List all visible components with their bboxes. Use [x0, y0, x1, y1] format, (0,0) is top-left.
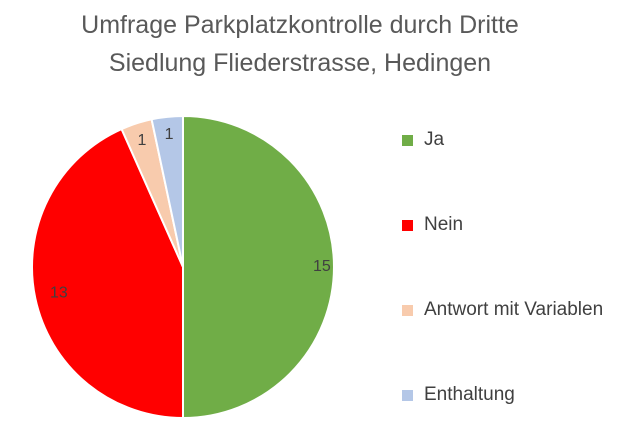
legend-swatch-ja	[402, 134, 413, 146]
legend-label-nein: Nein	[424, 214, 464, 235]
chart-subtitle: Siedlung Fliederstrasse, Hedingen	[108, 49, 492, 77]
data-label-ja: 15	[313, 258, 331, 275]
chart-title: Umfrage Parkplatzkontrolle durch Dritte	[81, 11, 519, 39]
data-label-enthaltung: 1	[165, 126, 174, 143]
legend-label-enthaltung: Enthaltung	[424, 384, 515, 405]
pie-slice-enthaltung	[150, 114, 184, 268]
legend-item-enthaltung: Enthaltung	[402, 383, 515, 407]
legend-item-antwort-mit-variablen: Antwort mit Variablen	[402, 298, 603, 322]
legend-label-antwort-mit-variablen: Antwort mit Variablen	[424, 299, 604, 320]
legend-item-ja: Ja	[402, 128, 444, 152]
data-label-nein: 13	[50, 285, 68, 302]
legend-swatch-nein	[402, 219, 413, 231]
legend-swatch-enthaltung	[402, 389, 413, 401]
legend-item-nein: Nein	[402, 213, 463, 237]
legend-swatch-antwort-mit-variablen	[402, 304, 413, 316]
pie-slice-ja	[182, 114, 335, 420]
data-label-antwort-mit-variablen: 1	[137, 132, 146, 149]
legend-label-ja: Ja	[424, 129, 445, 150]
pie-slice-nein	[31, 127, 184, 420]
